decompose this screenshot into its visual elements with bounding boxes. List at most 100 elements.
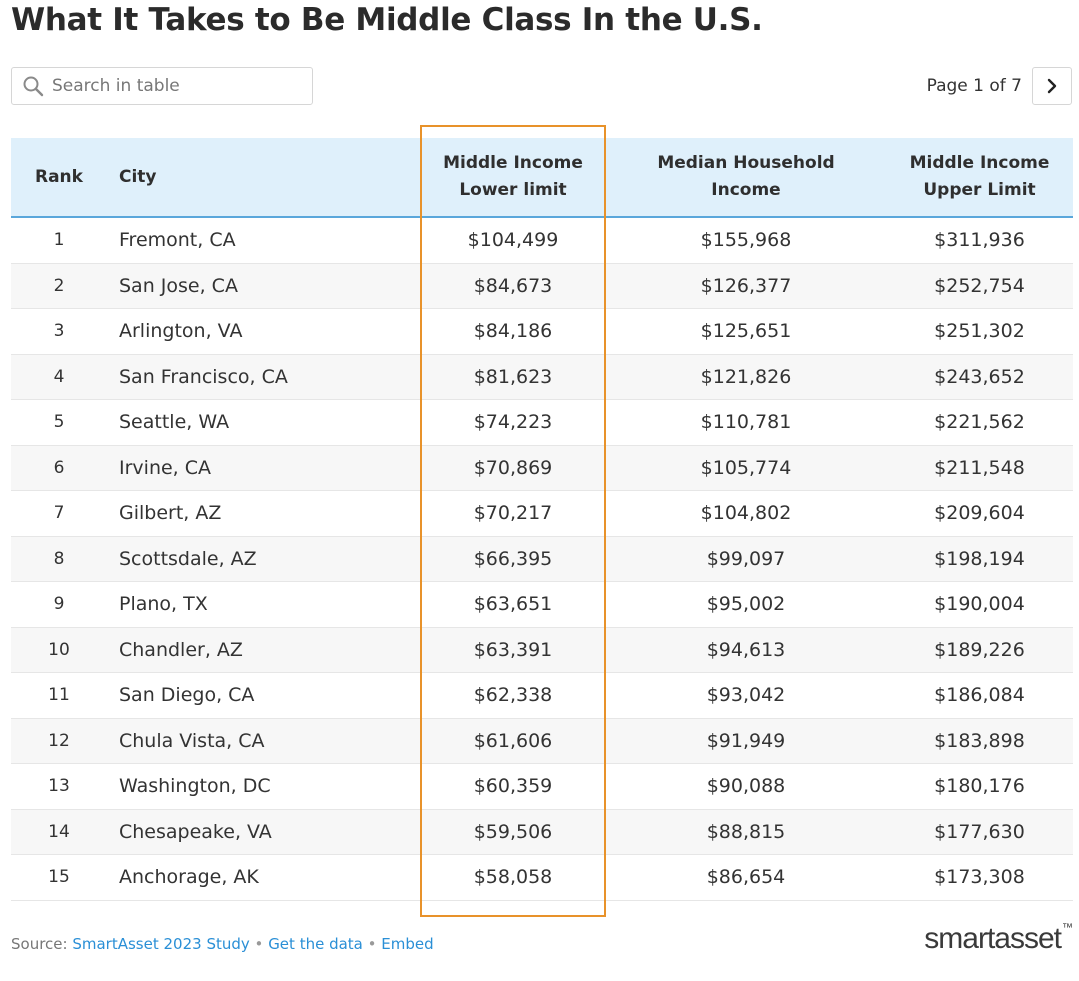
upper-limit-cell: $198,194	[886, 536, 1073, 582]
median-income-cell: $126,377	[606, 263, 886, 309]
lower-limit-cell: $66,395	[420, 536, 606, 582]
median-income-cell: $93,042	[606, 672, 886, 719]
median-income-cell: $86,654	[606, 854, 886, 901]
chevron-right-icon	[1047, 78, 1057, 94]
table-row: 9 Plano, TX $63,651 $95,002 $190,004	[11, 581, 1073, 628]
study-link[interactable]: SmartAsset 2023 Study	[72, 935, 250, 953]
header-upper-limit[interactable]: Middle Income Upper Limit	[886, 138, 1073, 218]
search-box[interactable]	[11, 67, 313, 105]
median-income-cell: $94,613	[606, 627, 886, 673]
median-income-cell: $105,774	[606, 445, 886, 491]
lower-limit-cell: $62,338	[420, 672, 606, 719]
rank-cell: 8	[11, 536, 107, 582]
city-cell: Seattle, WA	[107, 399, 420, 446]
lower-limit-cell: $84,186	[420, 308, 606, 355]
next-page-button[interactable]	[1032, 67, 1072, 105]
upper-limit-cell: $190,004	[886, 581, 1073, 628]
median-income-cell: $99,097	[606, 536, 886, 582]
header-lower-limit[interactable]: Middle Income Lower limit	[420, 138, 606, 218]
rank-cell: 7	[11, 490, 107, 537]
rank-cell: 5	[11, 399, 107, 446]
header-city[interactable]: City	[107, 138, 420, 218]
median-income-cell: $91,949	[606, 718, 886, 764]
data-table: Rank City Middle Income Lower limit Medi…	[11, 138, 1073, 901]
smartasset-logo[interactable]: smartasset™	[924, 922, 1073, 955]
get-data-link[interactable]: Get the data	[268, 935, 363, 953]
rank-cell: 12	[11, 718, 107, 764]
lower-limit-cell: $104,499	[420, 217, 606, 264]
lower-limit-cell: $60,359	[420, 763, 606, 810]
city-cell: Washington, DC	[107, 763, 420, 810]
median-income-cell: $90,088	[606, 763, 886, 810]
table-row: 6 Irvine, CA $70,869 $105,774 $211,548	[11, 445, 1073, 491]
median-income-cell: $155,968	[606, 217, 886, 264]
lower-limit-cell: $58,058	[420, 854, 606, 901]
city-cell: San Jose, CA	[107, 263, 420, 309]
table-row: 14 Chesapeake, VA $59,506 $88,815 $177,630	[11, 809, 1073, 855]
median-income-cell: $110,781	[606, 399, 886, 446]
search-icon	[23, 76, 44, 97]
upper-limit-cell: $186,084	[886, 672, 1073, 719]
upper-limit-cell: $173,308	[886, 854, 1073, 901]
median-income-cell: $104,802	[606, 490, 886, 537]
city-cell: Chula Vista, CA	[107, 718, 420, 764]
lower-limit-cell: $61,606	[420, 718, 606, 764]
rank-cell: 10	[11, 627, 107, 673]
lower-limit-cell: $74,223	[420, 399, 606, 446]
city-cell: Gilbert, AZ	[107, 490, 420, 537]
table-row: 10 Chandler, AZ $63,391 $94,613 $189,226	[11, 627, 1073, 673]
header-median-income[interactable]: Median Household Income	[606, 138, 886, 218]
rank-cell: 11	[11, 672, 107, 719]
rank-cell: 9	[11, 581, 107, 628]
upper-limit-cell: $180,176	[886, 763, 1073, 810]
source-footer: Source: SmartAsset 2023 Study • Get the …	[11, 935, 434, 953]
city-cell: Chandler, AZ	[107, 627, 420, 673]
city-cell: Anchorage, AK	[107, 854, 420, 901]
upper-limit-cell: $311,936	[886, 217, 1073, 264]
header-rank[interactable]: Rank	[11, 138, 107, 218]
median-income-cell: $88,815	[606, 809, 886, 855]
table-row: 8 Scottsdale, AZ $66,395 $99,097 $198,194	[11, 536, 1073, 582]
median-income-cell: $121,826	[606, 354, 886, 400]
rank-cell: 14	[11, 809, 107, 855]
upper-limit-cell: $251,302	[886, 308, 1073, 355]
source-label: Source:	[11, 935, 68, 953]
page-indicator: Page 1 of 7	[926, 76, 1022, 96]
table-row: 11 San Diego, CA $62,338 $93,042 $186,084	[11, 672, 1073, 719]
separator: •	[254, 935, 264, 953]
upper-limit-cell: $177,630	[886, 809, 1073, 855]
lower-limit-cell: $63,391	[420, 627, 606, 673]
table-row: 7 Gilbert, AZ $70,217 $104,802 $209,604	[11, 490, 1073, 537]
upper-limit-cell: $189,226	[886, 627, 1073, 673]
upper-limit-cell: $221,562	[886, 399, 1073, 446]
search-input[interactable]	[52, 76, 292, 96]
table-row: 12 Chula Vista, CA $61,606 $91,949 $183,898	[11, 718, 1073, 764]
table-row: 4 San Francisco, CA $81,623 $121,826 $243,65…	[11, 354, 1073, 400]
rank-cell: 6	[11, 445, 107, 491]
rank-cell: 1	[11, 217, 107, 264]
table-row: 1 Fremont, CA $104,499 $155,968 $311,936	[11, 217, 1073, 264]
separator: •	[367, 935, 377, 953]
upper-limit-cell: $243,652	[886, 354, 1073, 400]
table-header-row: Rank City Middle Income Lower limit Medi…	[11, 138, 1073, 218]
city-cell: Scottsdale, AZ	[107, 536, 420, 582]
rank-cell: 13	[11, 763, 107, 810]
lower-limit-cell: $59,506	[420, 809, 606, 855]
page-title: What It Takes to Be Middle Class In the …	[11, 2, 763, 38]
lower-limit-cell: $84,673	[420, 263, 606, 309]
city-cell: San Diego, CA	[107, 672, 420, 719]
pagination: Page 1 of 7	[927, 67, 1072, 105]
table-row: 5 Seattle, WA $74,223 $110,781 $221,562	[11, 399, 1073, 446]
city-cell: Irvine, CA	[107, 445, 420, 491]
upper-limit-cell: $183,898	[886, 718, 1073, 764]
rank-cell: 4	[11, 354, 107, 400]
table-row: 15 Anchorage, AK $58,058 $86,654 $173,308	[11, 854, 1073, 901]
table-row: 13 Washington, DC $60,359 $90,088 $180,176	[11, 763, 1073, 810]
median-income-cell: $95,002	[606, 581, 886, 628]
city-cell: Plano, TX	[107, 581, 420, 628]
median-income-cell: $125,651	[606, 308, 886, 355]
rank-cell: 15	[11, 854, 107, 901]
embed-link[interactable]: Embed	[381, 935, 434, 953]
city-cell: San Francisco, CA	[107, 354, 420, 400]
upper-limit-cell: $211,548	[886, 445, 1073, 491]
